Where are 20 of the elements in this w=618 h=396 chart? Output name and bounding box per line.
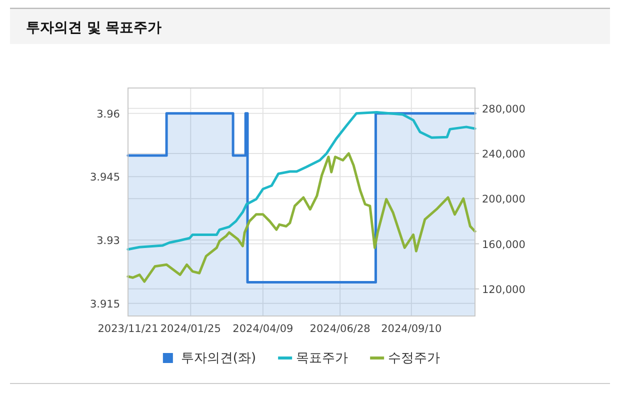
x-tick-label: 2024/04/09 xyxy=(232,323,294,335)
y-tick-label: 3.93 xyxy=(96,235,120,247)
y2-tick-label: 240,000 xyxy=(482,148,526,160)
line-series xyxy=(126,111,476,251)
y-tick-label: 3.96 xyxy=(96,108,120,120)
y-tick-label: 3.915 xyxy=(90,298,120,310)
legend-label: 목표주가 xyxy=(296,351,348,366)
y2-tick-label: 160,000 xyxy=(482,238,526,251)
y-tick-label: 3.945 xyxy=(90,172,120,184)
legend-label: 수정주가 xyxy=(388,351,440,366)
legend-label: 투자의견(좌) xyxy=(180,351,256,366)
x-tick-label: 2024/06/28 xyxy=(310,323,370,335)
y2-tick-label: 200,000 xyxy=(482,194,526,206)
x-tick-label: 2023/11/21 xyxy=(98,323,158,335)
line-series xyxy=(126,152,476,283)
x-tick-label: 2024/01/25 xyxy=(160,323,221,335)
y2-tick-label: 120,000 xyxy=(482,284,526,296)
y2-tick-label: 280,000 xyxy=(482,103,526,116)
x-tick-label: 2024/09/10 xyxy=(381,323,442,335)
chart-title: 투자의견 및 목표주가 xyxy=(26,20,162,36)
